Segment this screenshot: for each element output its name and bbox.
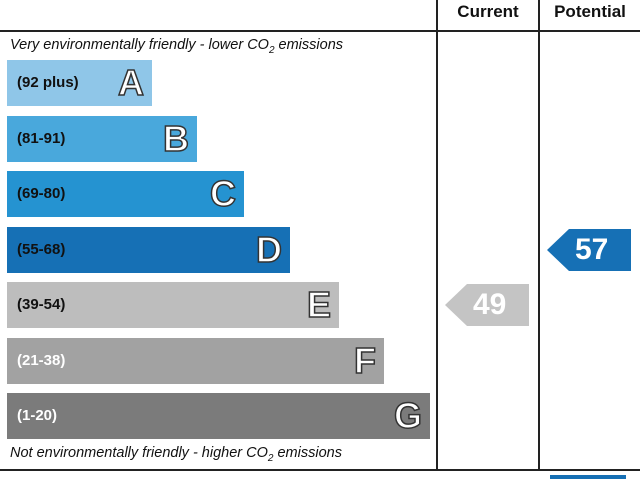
next-section-tab	[550, 475, 626, 479]
band-range-label: (1-20)	[17, 407, 58, 424]
bottom-border	[0, 469, 640, 471]
column-divider-left	[436, 0, 438, 471]
band-letter: B	[162, 117, 190, 160]
band-e: (39-54) E	[7, 282, 339, 328]
note-top: Very environmentally friendly - lower CO…	[10, 37, 343, 56]
arrow-current: 49	[445, 284, 529, 326]
arrow-value: 49	[473, 288, 507, 321]
header-divider	[0, 30, 640, 32]
band-letter: E	[306, 283, 332, 326]
band-letter: A	[117, 61, 145, 104]
band-d: (55-68) D	[7, 226, 290, 273]
column-divider-right	[538, 0, 540, 471]
arrow-shape	[445, 284, 529, 326]
band-range-label: (81-91)	[17, 129, 66, 147]
note-top-o: O	[257, 37, 269, 53]
band-a: (92 plus) A	[7, 60, 152, 106]
band-c: (69-80) C	[7, 171, 244, 217]
band-range-label: (39-54)	[17, 296, 66, 313]
note-top-suffix: emissions	[274, 37, 344, 53]
arrow-value: 57	[575, 232, 609, 266]
band-f: (21-38) F	[7, 337, 384, 384]
band-letter: D	[255, 228, 283, 271]
note-bottom-suffix: emissions	[273, 445, 342, 461]
band-letter: F	[353, 339, 377, 382]
band-range-label: (55-68)	[17, 240, 66, 258]
note-bottom: Not environmentally friendly - higher CO…	[10, 445, 342, 464]
arrow-potential: 57	[547, 228, 631, 271]
band-b: (81-91) B	[7, 115, 197, 162]
band-g: (1-20) G	[7, 393, 430, 439]
note-bottom-o: O	[256, 445, 268, 461]
header-current: Current	[457, 2, 519, 21]
note-bottom-sub: 2	[267, 452, 274, 464]
band-range-label: (21-38)	[17, 351, 66, 369]
band-letter: G	[393, 394, 423, 437]
arrow-shape	[547, 228, 631, 271]
note-top-sub: 2	[268, 44, 275, 56]
band-range-label: (69-80)	[17, 185, 66, 202]
note-bottom-prefix: Not environmentally friendly - higher C	[10, 445, 257, 461]
note-top-prefix: Very environmentally friendly - lower C	[10, 37, 258, 53]
header-potential: Potential	[554, 2, 626, 21]
band-letter: C	[209, 172, 237, 215]
band-range-label: (92 plus)	[17, 74, 79, 91]
